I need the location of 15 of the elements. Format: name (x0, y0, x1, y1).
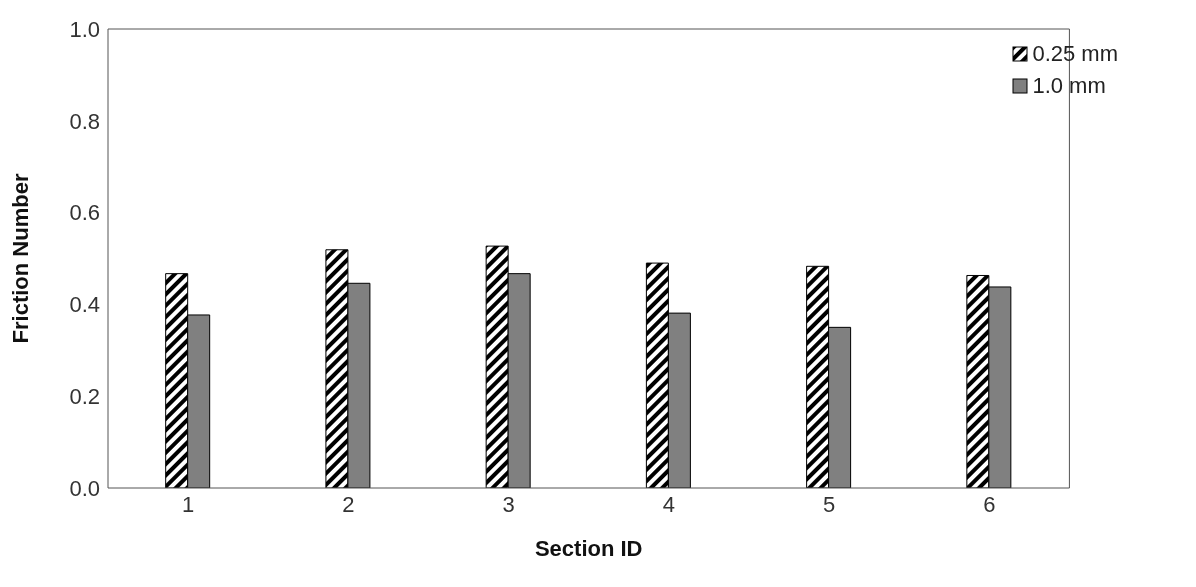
x-tick-label: 6 (983, 491, 996, 517)
y-tick-label: 0.8 (69, 108, 100, 134)
y-tick-label: 0.0 (69, 475, 100, 501)
y-tick-label: 0.2 (69, 384, 100, 410)
y-tick-label: 0.4 (69, 292, 100, 318)
y-tick-label: 0.6 (69, 200, 100, 226)
x-tick-label: 3 (502, 491, 515, 517)
x-tick-label: 5 (822, 491, 836, 517)
y-tick-label: 1.0 (69, 16, 100, 42)
y-axis-title: Friction Number (7, 173, 33, 344)
x-tick-label: 1 (181, 491, 195, 517)
x-tick-label: 4 (662, 491, 675, 517)
x-axis-title: Section ID (534, 536, 643, 561)
legend-label: 1.0 mm (1032, 72, 1106, 100)
x-tick-label: 2 (342, 491, 355, 517)
